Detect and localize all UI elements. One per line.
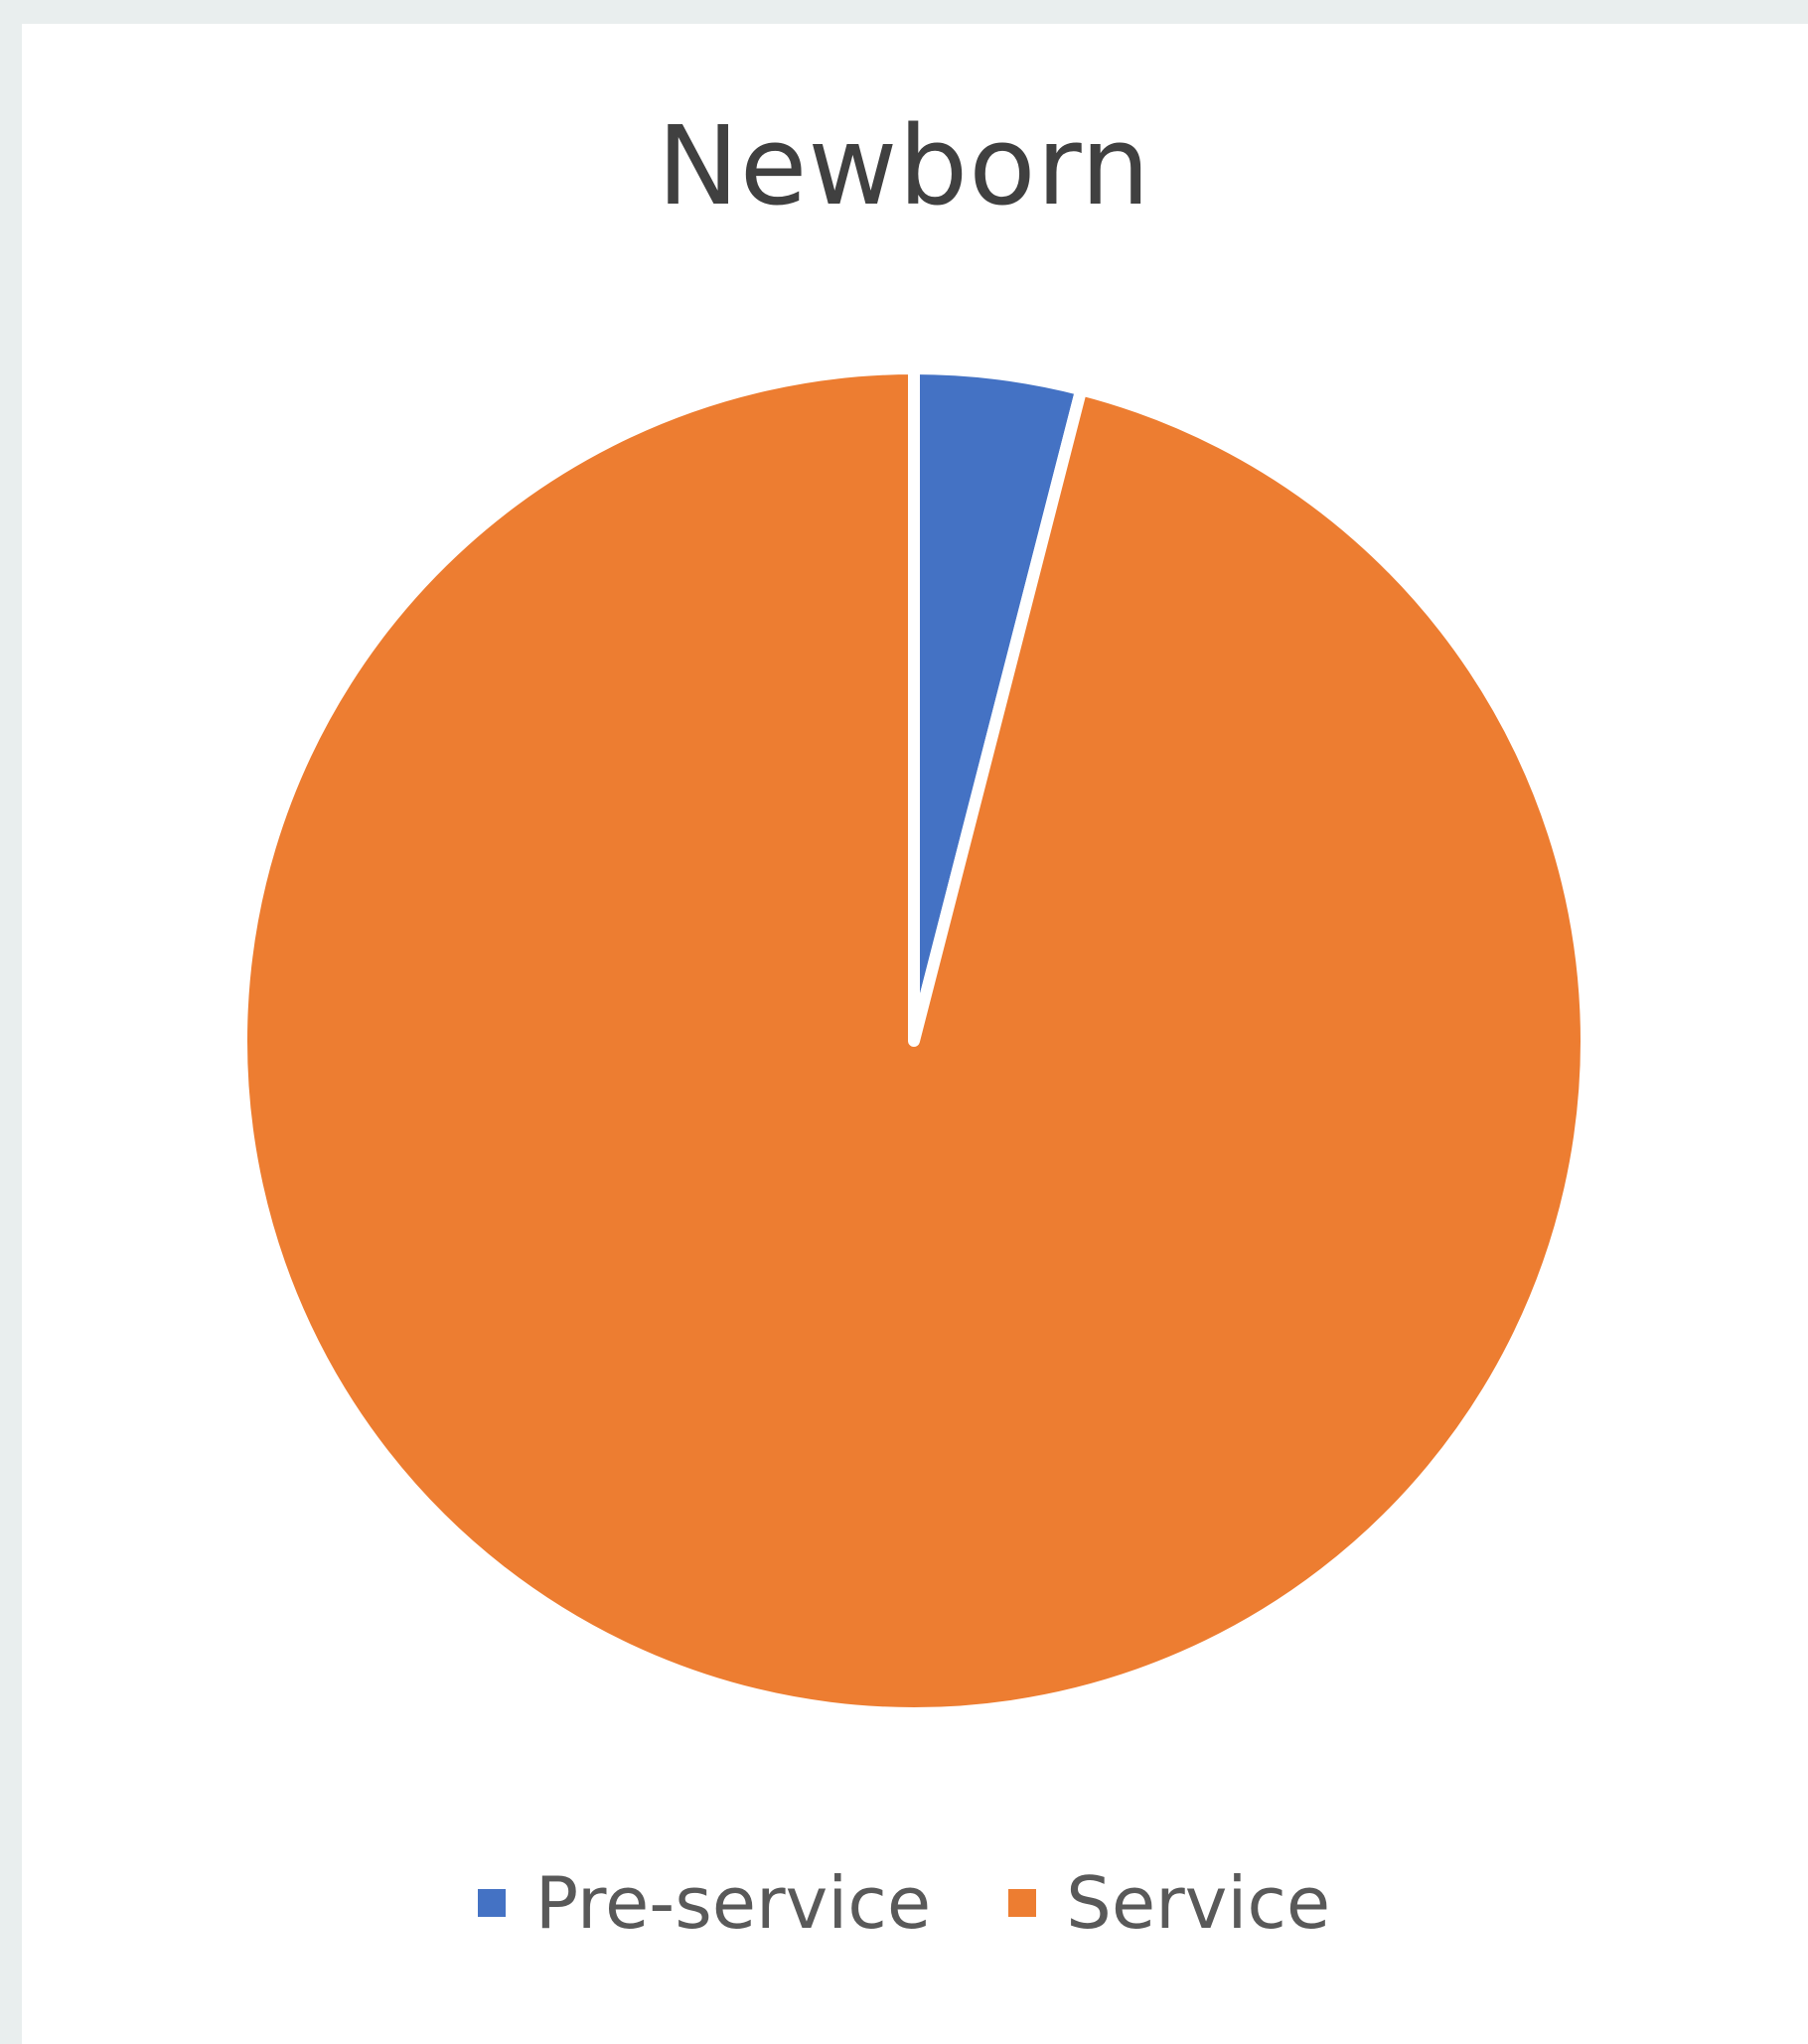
- chart-legend: Pre-service Service: [0, 1867, 1808, 1939]
- legend-item-service: Service: [1008, 1867, 1330, 1939]
- legend-swatch-pre-service: [477, 1889, 506, 1917]
- legend-swatch-service: [1008, 1889, 1037, 1917]
- legend-label-pre-service: Pre-service: [534, 1861, 932, 1945]
- pie-slice-service: [235, 363, 1592, 1719]
- legend-item-pre-service: Pre-service: [477, 1861, 932, 1945]
- chart-title: Newborn: [657, 102, 1151, 229]
- pie-slices: [235, 363, 1592, 1719]
- legend-label-service: Service: [1066, 1861, 1331, 1945]
